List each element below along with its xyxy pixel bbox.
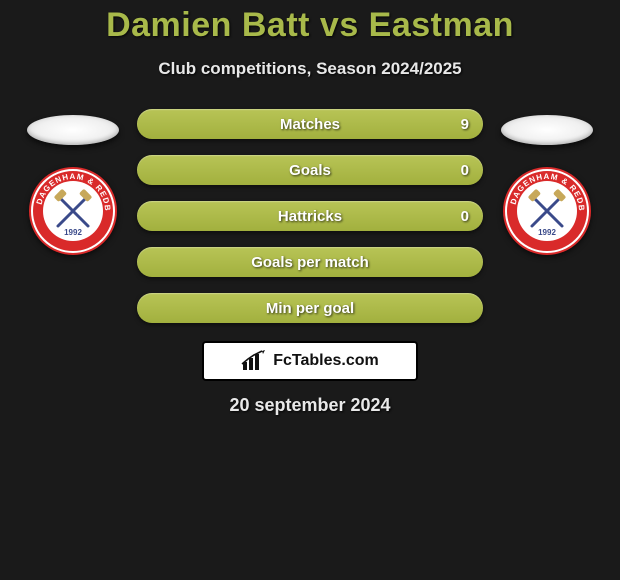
stat-right-value: 0	[461, 162, 469, 179]
stat-bar-goals-per-match: Goals per match	[137, 247, 483, 277]
player-placeholder-right	[501, 115, 593, 145]
stat-label: Hattricks	[278, 208, 342, 225]
stat-label: Min per goal	[266, 300, 354, 317]
stat-label: Matches	[280, 116, 340, 133]
fctables-link[interactable]: FcTables.com	[202, 341, 418, 381]
stat-bar-goals: Goals 0	[137, 155, 483, 185]
comparison-widget: Damien Batt vs Eastman Club competitions…	[0, 0, 620, 416]
logo-text: FcTables.com	[273, 352, 379, 370]
date-label: 20 september 2024	[229, 395, 390, 416]
stat-right-value: 0	[461, 208, 469, 225]
left-player-column: DAGENHAM & REDBRIDGE FC 1992	[27, 109, 119, 255]
player-placeholder-left	[27, 115, 119, 145]
stat-bar-min-per-goal: Min per goal	[137, 293, 483, 323]
badge-inner-right: 1992	[517, 181, 577, 241]
badge-year-left: 1992	[64, 228, 82, 237]
stat-bar-hattricks: Hattricks 0	[137, 201, 483, 231]
stat-bar-matches: Matches 9	[137, 109, 483, 139]
stat-label: Goals per match	[251, 254, 369, 271]
badge-year-right: 1992	[538, 228, 556, 237]
right-player-column: DAGENHAM & REDBRIDGE FC 1992	[501, 109, 593, 255]
badge-inner-left: 1992	[43, 181, 103, 241]
stats-column: Matches 9 Goals 0 Hattricks 0 Goals per …	[137, 109, 483, 323]
club-badge-left: DAGENHAM & REDBRIDGE FC 1992	[29, 167, 117, 255]
bar-chart-icon	[241, 350, 267, 372]
stat-label: Goals	[289, 162, 331, 179]
main-row: DAGENHAM & REDBRIDGE FC 1992	[0, 109, 620, 323]
stat-right-value: 9	[461, 116, 469, 133]
subtitle: Club competitions, Season 2024/2025	[158, 59, 461, 79]
page-title: Damien Batt vs Eastman	[106, 6, 514, 45]
club-badge-right: DAGENHAM & REDBRIDGE FC 1992	[503, 167, 591, 255]
